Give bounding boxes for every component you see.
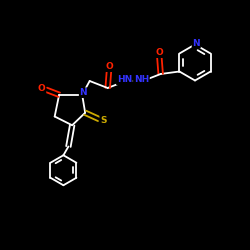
Text: S: S	[100, 116, 107, 125]
Text: O: O	[156, 48, 163, 57]
Text: N: N	[192, 39, 200, 48]
Text: O: O	[105, 62, 113, 71]
Text: N: N	[80, 88, 87, 97]
Text: O: O	[38, 84, 46, 93]
Text: HN: HN	[117, 75, 132, 84]
Text: NH: NH	[134, 75, 149, 84]
